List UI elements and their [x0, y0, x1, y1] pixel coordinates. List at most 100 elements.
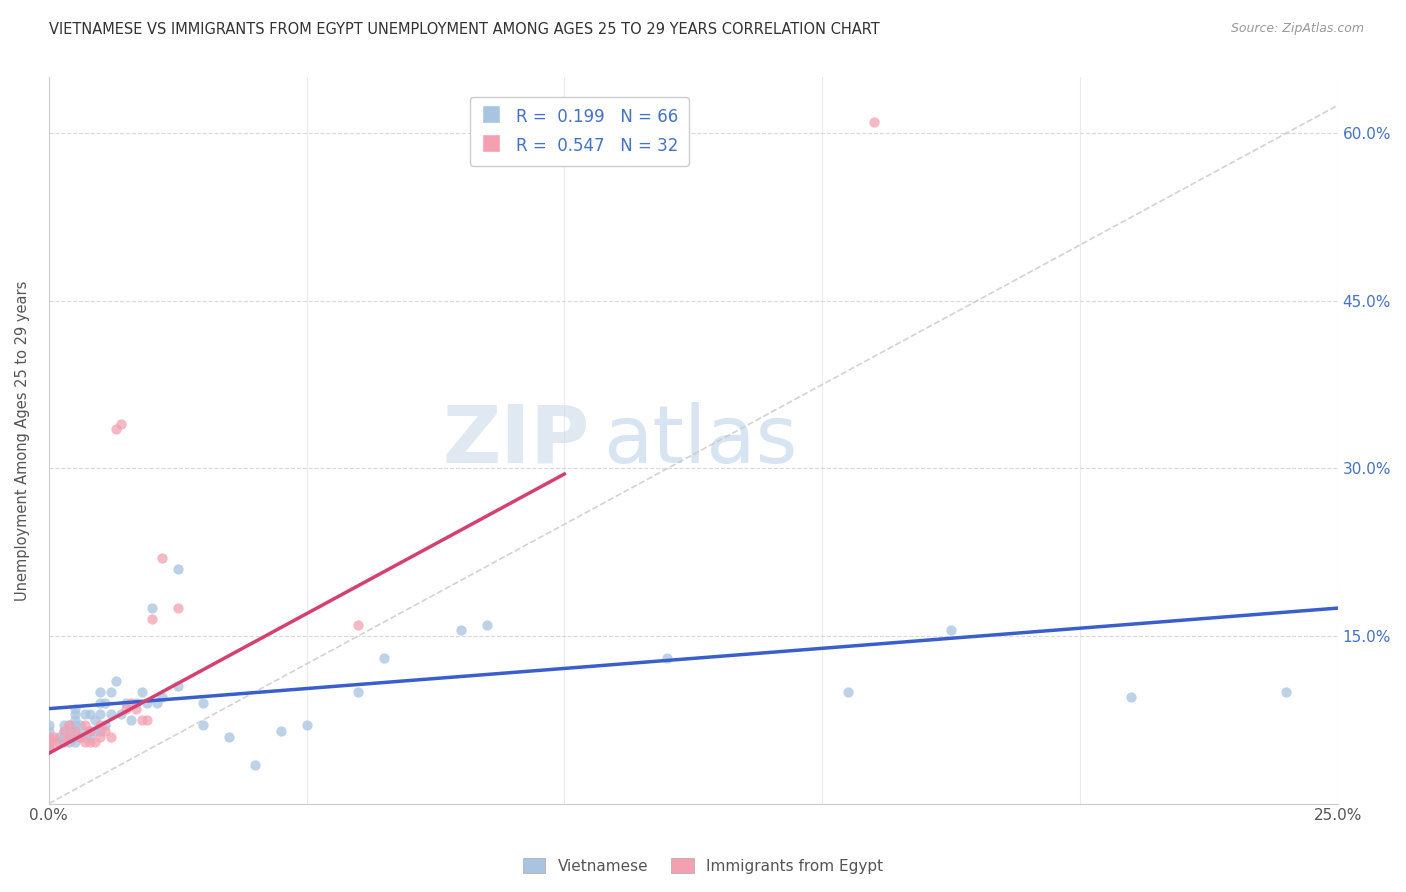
Point — [58, 724, 80, 739]
Point — [146, 696, 169, 710]
Point — [939, 624, 962, 638]
Point — [218, 730, 240, 744]
Point — [73, 730, 96, 744]
Point — [48, 730, 70, 744]
Point — [120, 696, 142, 710]
Point — [53, 735, 76, 749]
Point — [89, 718, 111, 732]
Legend: R =  0.199   N = 66, R =  0.547   N = 32: R = 0.199 N = 66, R = 0.547 N = 32 — [470, 96, 689, 166]
Point — [38, 735, 60, 749]
Point — [150, 690, 173, 705]
Point — [84, 724, 107, 739]
Point — [347, 618, 370, 632]
Point — [141, 612, 163, 626]
Point — [58, 730, 80, 744]
Point — [94, 696, 117, 710]
Point — [42, 730, 65, 744]
Point — [69, 718, 91, 732]
Point — [135, 696, 157, 710]
Point — [89, 707, 111, 722]
Point — [63, 735, 86, 749]
Point — [63, 724, 86, 739]
Point — [53, 730, 76, 744]
Point — [166, 601, 188, 615]
Point — [84, 713, 107, 727]
Point — [63, 718, 86, 732]
Point — [100, 685, 122, 699]
Point — [125, 701, 148, 715]
Point — [1275, 685, 1298, 699]
Point — [135, 713, 157, 727]
Point — [295, 718, 318, 732]
Text: VIETNAMESE VS IMMIGRANTS FROM EGYPT UNEMPLOYMENT AMONG AGES 25 TO 29 YEARS CORRE: VIETNAMESE VS IMMIGRANTS FROM EGYPT UNEM… — [49, 22, 880, 37]
Point — [131, 713, 153, 727]
Point — [110, 417, 132, 431]
Point — [42, 735, 65, 749]
Y-axis label: Unemployment Among Ages 25 to 29 years: Unemployment Among Ages 25 to 29 years — [15, 280, 30, 600]
Point — [657, 651, 679, 665]
Point — [73, 724, 96, 739]
Point — [862, 115, 884, 129]
Text: atlas: atlas — [603, 401, 797, 480]
Point — [69, 730, 91, 744]
Point — [63, 707, 86, 722]
Point — [38, 730, 60, 744]
Text: Source: ZipAtlas.com: Source: ZipAtlas.com — [1230, 22, 1364, 36]
Point — [100, 707, 122, 722]
Point — [79, 724, 101, 739]
Point — [63, 701, 86, 715]
Point — [193, 718, 215, 732]
Point — [1121, 690, 1143, 705]
Point — [79, 724, 101, 739]
Point — [38, 740, 60, 755]
Point — [89, 685, 111, 699]
Point — [63, 730, 86, 744]
Point — [63, 713, 86, 727]
Point — [79, 707, 101, 722]
Point — [243, 757, 266, 772]
Point — [104, 673, 127, 688]
Point — [53, 724, 76, 739]
Point — [89, 696, 111, 710]
Point — [73, 707, 96, 722]
Point — [38, 730, 60, 744]
Point — [100, 730, 122, 744]
Point — [58, 730, 80, 744]
Point — [53, 724, 76, 739]
Point — [53, 718, 76, 732]
Point — [48, 735, 70, 749]
Point — [58, 718, 80, 732]
Point — [450, 624, 472, 638]
Point — [69, 730, 91, 744]
Point — [84, 735, 107, 749]
Point — [38, 740, 60, 755]
Point — [94, 724, 117, 739]
Point — [58, 718, 80, 732]
Legend: Vietnamese, Immigrants from Egypt: Vietnamese, Immigrants from Egypt — [516, 852, 890, 880]
Point — [131, 685, 153, 699]
Point — [89, 724, 111, 739]
Point — [63, 724, 86, 739]
Point — [347, 685, 370, 699]
Point — [166, 562, 188, 576]
Point — [73, 718, 96, 732]
Point — [94, 718, 117, 732]
Point — [38, 735, 60, 749]
Point — [115, 696, 138, 710]
Point — [115, 701, 138, 715]
Point — [73, 735, 96, 749]
Point — [38, 724, 60, 739]
Point — [373, 651, 395, 665]
Point — [193, 696, 215, 710]
Point — [837, 685, 859, 699]
Point — [166, 679, 188, 693]
Point — [150, 550, 173, 565]
Point — [110, 707, 132, 722]
Point — [79, 730, 101, 744]
Point — [104, 422, 127, 436]
Point — [38, 718, 60, 732]
Text: ZIP: ZIP — [443, 401, 591, 480]
Point — [141, 601, 163, 615]
Point — [58, 735, 80, 749]
Point — [120, 713, 142, 727]
